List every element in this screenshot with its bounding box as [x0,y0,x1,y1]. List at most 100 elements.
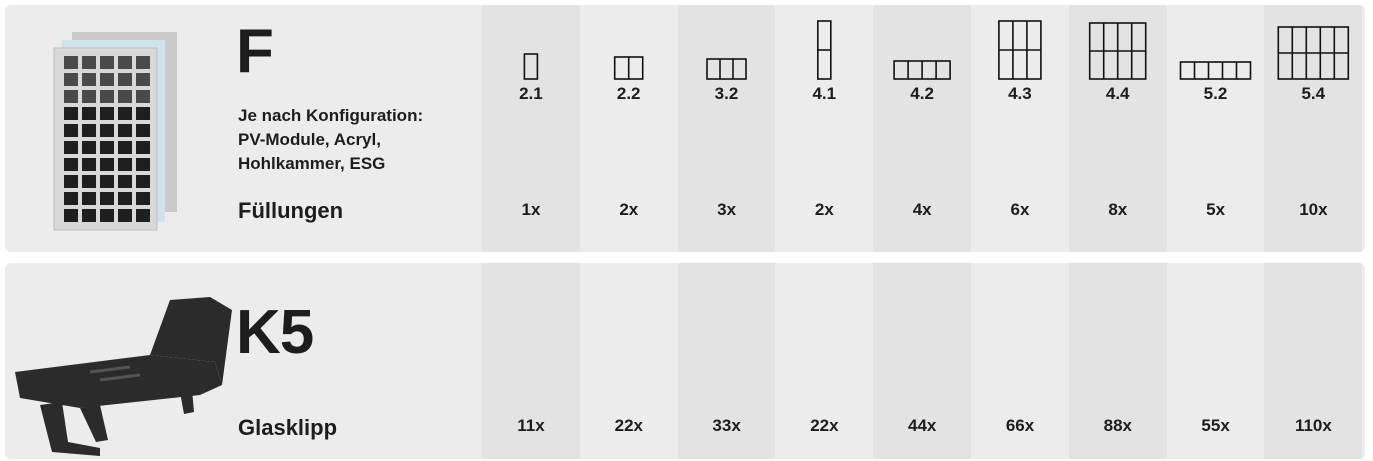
pv-cell [100,158,114,171]
config-label: 4.3 [1008,84,1032,103]
column-bg [579,263,678,459]
config-label: 4.2 [910,84,934,103]
quantity: 6x [1010,200,1030,219]
product-code: F [236,17,274,86]
pv-cell [64,124,78,137]
quantity: 88x [1103,416,1132,435]
pv-cell [64,107,78,120]
config-icon [816,20,832,80]
pv-cell [82,124,96,137]
pv-cell [136,90,150,103]
pv-cell [82,56,96,69]
config-icon [893,60,951,80]
pv-cell [136,107,150,120]
pv-cell [100,107,114,120]
fill-row [5,5,1365,252]
clip-icon [15,297,232,456]
pv-cell [118,175,132,188]
pv-cell [100,209,114,222]
pv-cell [64,175,78,188]
config-label: 4.1 [812,84,837,103]
icon-frame [1179,61,1252,80]
pv-cell [64,209,78,222]
pv-cell [118,192,132,205]
column-bg [775,263,874,459]
pv-cell [82,175,96,188]
pv-cell [100,56,114,69]
config-icon [706,58,747,80]
icon-frame [706,58,747,80]
pv-cell [64,90,78,103]
pv-cell [118,90,132,103]
pv-cell [82,73,96,86]
product-description: Hohlkammer, ESG [238,154,386,173]
column-bg [1166,263,1265,459]
column-bg [971,5,1069,252]
column-bg [677,5,776,252]
product-label: Füllungen [238,198,344,223]
pv-cell [136,124,150,137]
quantity: 5x [1206,200,1226,219]
config-icon [613,56,644,80]
pv-cell [100,124,114,137]
column-bg [1264,5,1363,252]
quantity: 22x [810,416,839,435]
config-label: 5.2 [1203,84,1228,103]
column-bg [873,5,972,252]
pv-cell [136,175,150,188]
pv-cell [136,192,150,205]
pv-cell [136,56,150,69]
quantity: 4x [912,200,932,219]
pv-cell [100,175,114,188]
pv-cell [118,124,132,137]
quantity: 110x [1294,416,1332,435]
quantity: 44x [908,416,937,435]
pv-cell [136,141,150,154]
config-label: 2.2 [616,84,641,103]
product-label: Glasklipp [238,415,338,440]
pv-cell [64,56,78,69]
pv-cell [118,141,132,154]
pv-cell [136,209,150,222]
quantity: 3x [717,200,737,219]
quantity: 2x [814,200,834,219]
pv-cell [136,73,150,86]
quantity: 11x [517,416,545,435]
column-bg [579,5,678,252]
config-label: 2.1 [519,84,543,103]
pv-cell [64,192,78,205]
config-icon [1277,26,1350,80]
pv-cell [100,141,114,154]
icon-frame [523,53,539,80]
pv-cell [118,73,132,86]
quantity: 1x [521,200,541,219]
pv-cell [82,192,96,205]
pv-cell [100,73,114,86]
pv-cells [64,56,150,222]
pv-cell [118,56,132,69]
pv-cell [82,158,96,171]
pv-cell [64,158,78,171]
column-bg [677,263,776,459]
config-label: 4.4 [1105,84,1130,103]
quantity: 2x [619,200,639,219]
config-icon [523,53,539,80]
pv-cell [118,158,132,171]
quantity: 33x [712,416,741,435]
pv-cell [82,107,96,120]
config-label: 3.2 [714,84,739,103]
clip-row [5,263,1365,459]
pv-cell [82,209,96,222]
column-bg [1166,5,1265,252]
pv-cell [82,141,96,154]
quantity: 66x [1005,416,1035,435]
pv-cell [64,141,78,154]
config-icon [998,20,1042,80]
column-bg [482,263,580,459]
column-bg [873,263,972,459]
product-code: K5 [236,298,314,367]
config-label: 5.4 [1301,84,1326,103]
pv-cell [64,73,78,86]
